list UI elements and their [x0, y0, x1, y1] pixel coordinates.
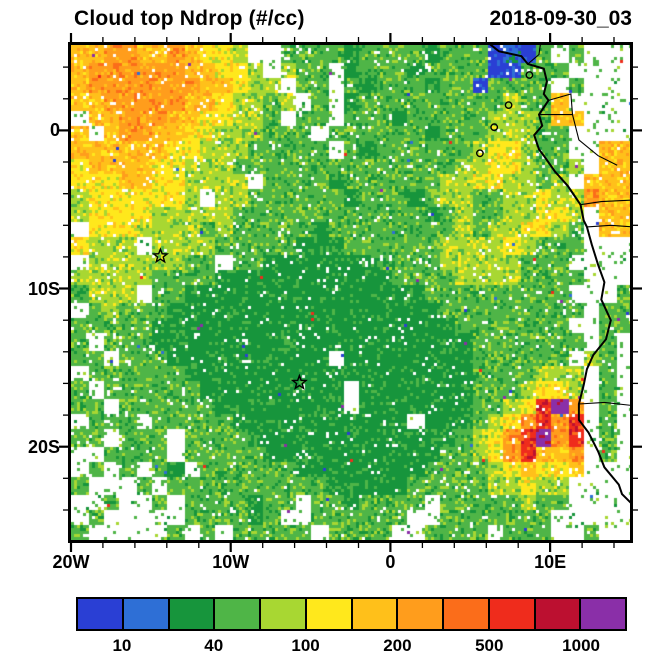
colorbar-cell — [536, 599, 582, 629]
y-tick-label: 10S — [8, 278, 60, 300]
colorbar-tick-label: 200 — [373, 636, 421, 656]
colorbar-cell — [490, 599, 536, 629]
colorbar-cell — [444, 599, 490, 629]
colorbar-tick-label: 1000 — [557, 636, 605, 656]
colorbar-cell — [170, 599, 216, 629]
colorbar-cell — [78, 599, 124, 629]
colorbar-tick-label: 100 — [282, 636, 330, 656]
colorbar-cell — [307, 599, 353, 629]
colorbar-cell — [353, 599, 399, 629]
colorbar-tick-label: 10 — [98, 636, 146, 656]
colorbar-cell — [581, 599, 625, 629]
timestamp-label: 2018-09-30_03 — [490, 7, 632, 31]
colorbar-cell — [261, 599, 307, 629]
colorbar-tick-label: 40 — [190, 636, 238, 656]
x-tick-label: 20W — [39, 551, 103, 573]
field-canvas — [71, 45, 630, 540]
colorbar-cell — [124, 599, 170, 629]
colorbar-tick-label: 500 — [465, 636, 513, 656]
colorbar-cell — [215, 599, 261, 629]
ncl-plot-page: Cloud top Ndrop (#/cc) 2018-09-30_03 0 10… — [0, 0, 650, 667]
y-tick-label: 0 — [8, 119, 60, 141]
colorbar-cell — [398, 599, 444, 629]
colorbar — [76, 597, 627, 631]
page-title: Cloud top Ndrop (#/cc) — [74, 7, 305, 31]
x-tick-label: 10W — [199, 551, 263, 573]
x-tick-label: 0 — [358, 551, 422, 573]
x-tick-label: 10E — [518, 551, 582, 573]
y-tick-label: 20S — [8, 436, 60, 458]
map-plot-frame — [68, 42, 633, 543]
